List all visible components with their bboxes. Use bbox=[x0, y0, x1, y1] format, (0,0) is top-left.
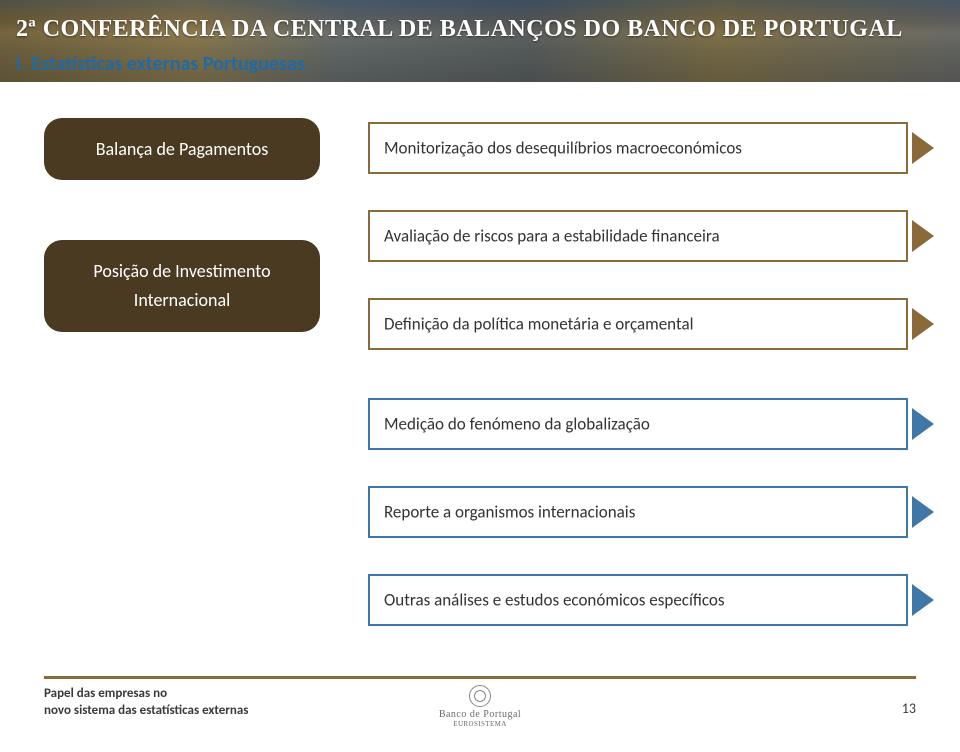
arrow-risk-assessment: Avaliação de riscos para a estabilidade … bbox=[368, 210, 908, 262]
slide: 2ª CONFERÊNCIA DA CENTRAL DE BALANÇOS DO… bbox=[0, 0, 960, 752]
arrow-monitoring: Monitorização dos desequilíbrios macroec… bbox=[368, 122, 908, 174]
left-box-balance-label: Balança de Pagamentos bbox=[96, 138, 269, 160]
footer-divider bbox=[44, 676, 916, 679]
footer-left: Papel das empresas no novo sistema das e… bbox=[44, 686, 248, 720]
arrow-label: Definição da política monetária e orçame… bbox=[384, 314, 694, 335]
bank-name: Banco de Portugal bbox=[439, 709, 521, 720]
left-box-investment: Posição de Investimento Internacional bbox=[44, 240, 320, 332]
left-box-investment-line1: Posição de Investimento bbox=[93, 257, 270, 286]
header-band: 2ª CONFERÊNCIA DA CENTRAL DE BALANÇOS DO… bbox=[0, 0, 960, 82]
arrow-label: Reporte a organismos internacionais bbox=[384, 502, 635, 523]
bank-logo-icon bbox=[469, 685, 491, 707]
footer-left-line2: novo sistema das estatísticas externas bbox=[44, 703, 248, 720]
arrow-label: Avaliação de riscos para a estabilidade … bbox=[384, 226, 720, 247]
footer-logo: Banco de Portugal EUROSISTEMA bbox=[410, 684, 550, 728]
arrow-globalization: Medição do fenómeno da globalização bbox=[368, 398, 908, 450]
left-box-investment-label: Posição de Investimento Internacional bbox=[93, 257, 270, 315]
arrow-label: Monitorização dos desequilíbrios macroec… bbox=[384, 138, 742, 159]
arrow-intl-reporting: Reporte a organismos internacionais bbox=[368, 486, 908, 538]
arrow-other-analyses: Outras análises e estudos económicos esp… bbox=[368, 574, 908, 626]
left-box-balance: Balança de Pagamentos bbox=[44, 118, 320, 180]
left-box-investment-line2: Internacional bbox=[93, 286, 270, 315]
arrow-label: Outras análises e estudos económicos esp… bbox=[384, 590, 725, 611]
section-title: I. Estatísticas externas Portuguesas bbox=[16, 52, 305, 76]
page-number: 13 bbox=[902, 700, 916, 717]
arrow-policy-definition: Definição da política monetária e orçame… bbox=[368, 298, 908, 350]
arrow-label: Medição do fenómeno da globalização bbox=[384, 414, 650, 435]
bank-subtitle: EUROSISTEMA bbox=[453, 720, 506, 728]
footer-left-line1: Papel das empresas no bbox=[44, 686, 248, 703]
conference-title: 2ª CONFERÊNCIA DA CENTRAL DE BALANÇOS DO… bbox=[16, 16, 944, 43]
